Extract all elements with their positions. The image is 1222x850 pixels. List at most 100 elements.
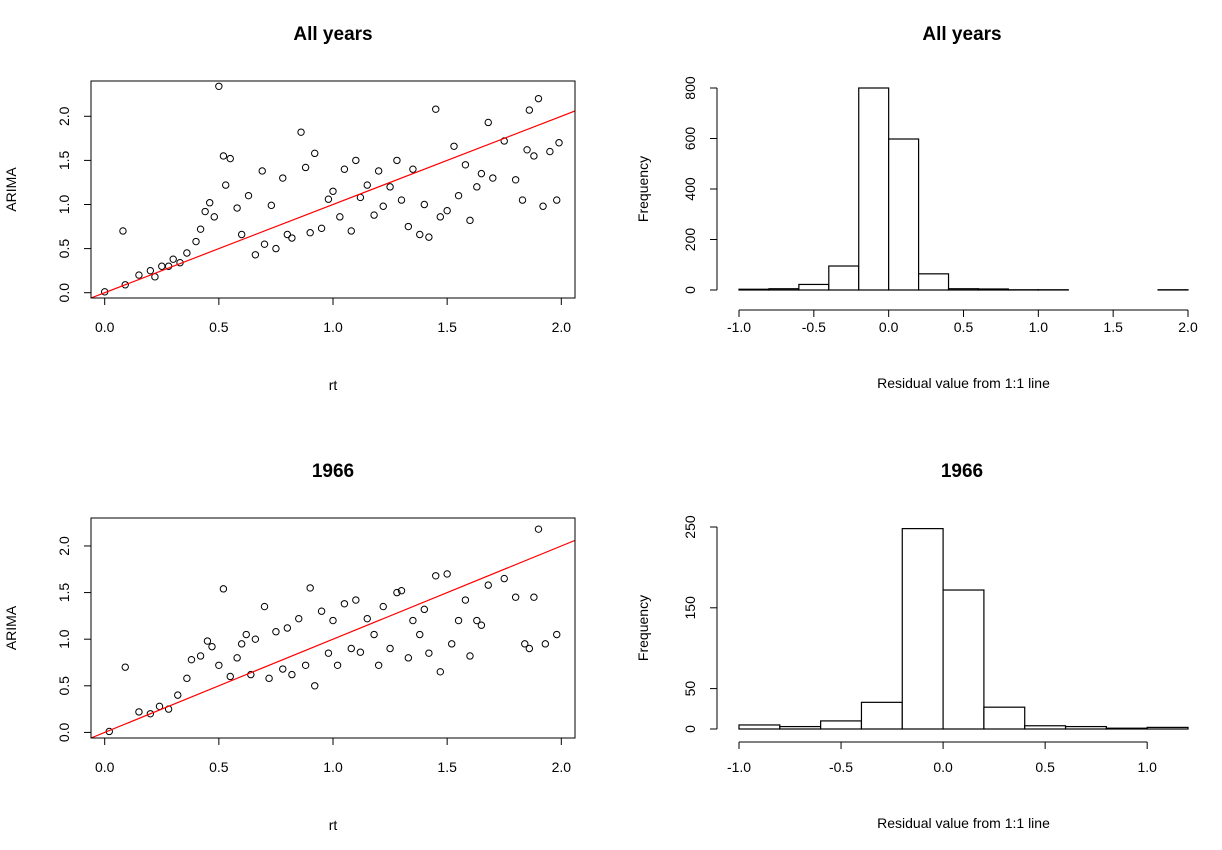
data-point bbox=[477, 169, 486, 178]
data-point bbox=[196, 652, 205, 660]
data-point bbox=[279, 174, 287, 182]
data-point bbox=[370, 211, 378, 219]
data-point bbox=[347, 644, 355, 653]
data-point bbox=[272, 628, 280, 636]
histogram-bar bbox=[901, 528, 944, 730]
y-tick-label: 0.5 bbox=[56, 239, 72, 259]
data-point bbox=[301, 661, 310, 669]
histogram-bar bbox=[738, 724, 781, 730]
data-point bbox=[416, 630, 424, 639]
data-point bbox=[237, 640, 246, 648]
x-tick-label: 1.5 bbox=[1103, 319, 1123, 335]
x-tick-label: 0.0 bbox=[933, 759, 953, 775]
data-point bbox=[393, 156, 401, 165]
histogram-bar bbox=[917, 273, 950, 291]
x-tick-label: 2.0 bbox=[1178, 319, 1198, 335]
histogram-bar bbox=[798, 283, 830, 291]
histogram-bar bbox=[1024, 725, 1067, 730]
x-tick-label: -0.5 bbox=[802, 319, 826, 335]
x-tick-label: 1.0 bbox=[323, 319, 343, 335]
data-point bbox=[356, 648, 365, 656]
data-point bbox=[518, 196, 527, 204]
x-tick-label: 0.0 bbox=[95, 759, 115, 775]
data-point bbox=[539, 202, 547, 210]
data-point bbox=[267, 201, 276, 210]
y-tick-label: 1.5 bbox=[56, 583, 72, 603]
histogram-bar bbox=[828, 265, 860, 291]
data-point bbox=[489, 174, 497, 182]
data-point bbox=[336, 213, 344, 221]
data-point bbox=[324, 195, 333, 203]
x-tick-label: 1.5 bbox=[437, 319, 457, 335]
data-point bbox=[158, 262, 166, 270]
y-tick-label: 0.5 bbox=[56, 676, 72, 696]
data-point bbox=[523, 146, 531, 154]
data-point bbox=[500, 574, 508, 583]
data-point bbox=[404, 654, 413, 662]
x-axis-label: Residual value from 1:1 line bbox=[877, 375, 1050, 391]
data-point bbox=[386, 183, 394, 191]
data-point bbox=[210, 213, 218, 221]
y-tick-label: 800 bbox=[682, 76, 698, 100]
data-point bbox=[219, 585, 228, 593]
data-point bbox=[295, 614, 303, 623]
data-point bbox=[226, 154, 234, 163]
data-point bbox=[311, 682, 319, 690]
data-point bbox=[525, 106, 534, 114]
data-point bbox=[219, 152, 228, 160]
x-axis: -1.0 -0.5 0.0 0.5 1.0 1.5 2.0 Residual value fr… bbox=[727, 309, 1198, 391]
data-point bbox=[473, 183, 481, 191]
y-tick-label: 0.0 bbox=[56, 283, 72, 303]
x-axis-label: rt bbox=[329, 817, 338, 833]
data-point bbox=[242, 630, 250, 639]
data-point bbox=[297, 128, 305, 136]
data-point bbox=[436, 213, 445, 221]
data-point bbox=[135, 271, 143, 279]
data-point bbox=[306, 229, 314, 237]
data-point bbox=[546, 147, 554, 156]
data-point bbox=[425, 233, 433, 241]
x-tick-label: 2.0 bbox=[552, 319, 572, 335]
points-group bbox=[91, 82, 575, 298]
y-axis: 0.0 0.5 1.0 1.5 2.0 ARIMA bbox=[3, 106, 91, 302]
data-point bbox=[374, 661, 383, 669]
data-point bbox=[534, 525, 543, 533]
x-tick-label: 0.5 bbox=[1035, 759, 1055, 775]
data-point bbox=[260, 240, 269, 248]
y-tick-label: 1.0 bbox=[56, 195, 72, 215]
data-point bbox=[340, 600, 349, 608]
data-point bbox=[454, 616, 463, 625]
data-point bbox=[420, 605, 429, 614]
data-point bbox=[283, 230, 292, 239]
points-group bbox=[91, 525, 575, 738]
data-point bbox=[201, 207, 209, 216]
histogram-panel-3: 1966 -1.0 -0.5 0.0 0.5 1.0 Residual value from… bbox=[635, 461, 1189, 831]
data-point bbox=[187, 655, 196, 664]
data-point bbox=[196, 225, 205, 233]
x-axis-label: rt bbox=[329, 377, 338, 393]
data-point bbox=[466, 216, 474, 225]
data-point bbox=[530, 593, 538, 601]
data-point bbox=[443, 206, 451, 215]
data-point bbox=[511, 593, 520, 601]
data-point bbox=[409, 165, 417, 173]
y-tick-label: 50 bbox=[682, 681, 698, 697]
x-tick-label: 0.5 bbox=[209, 759, 229, 775]
data-point bbox=[409, 616, 417, 625]
data-point bbox=[374, 167, 383, 175]
data-point bbox=[208, 642, 216, 651]
data-point bbox=[466, 652, 474, 660]
x-tick-label: 1.0 bbox=[1029, 319, 1049, 335]
data-point bbox=[340, 165, 349, 173]
data-point bbox=[272, 244, 280, 253]
data-point bbox=[183, 249, 191, 257]
data-point bbox=[226, 672, 234, 681]
bars-group bbox=[738, 87, 1189, 291]
y-axis: 0 50 150 250 Frequency bbox=[635, 515, 718, 733]
x-tick-label: 0.5 bbox=[209, 319, 229, 335]
y-tick-label: 0 bbox=[682, 725, 698, 733]
data-point bbox=[352, 156, 360, 165]
data-point bbox=[279, 665, 287, 673]
histogram-bar bbox=[1146, 726, 1189, 730]
